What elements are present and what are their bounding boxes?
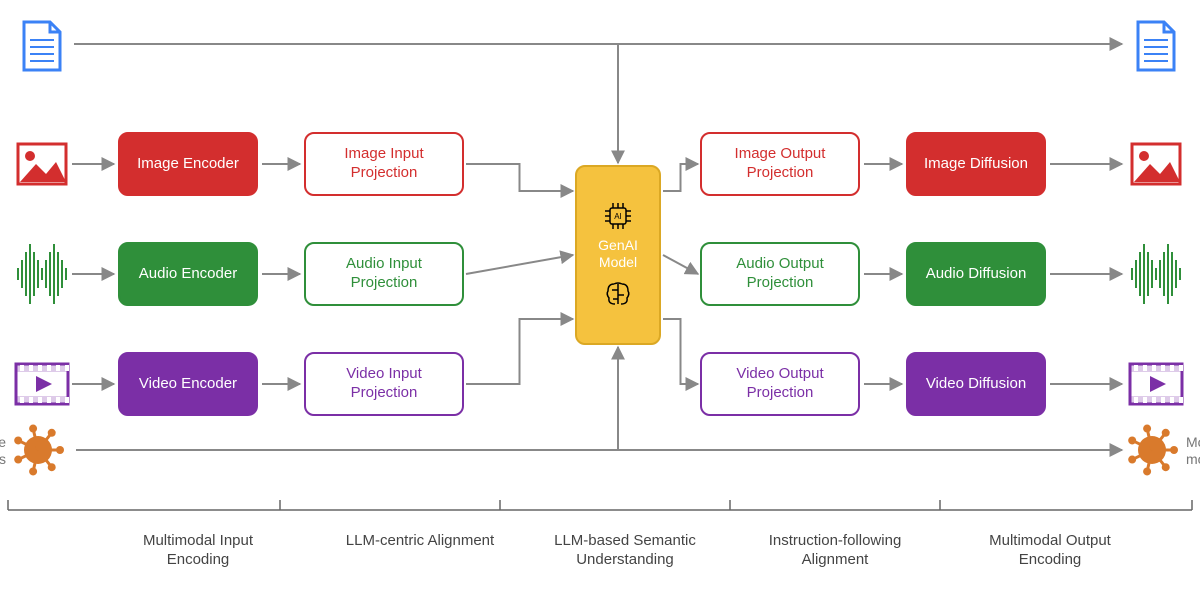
audio-waveform-icon [1132,244,1180,304]
stage-label-1: LLM-centric Alignment [340,532,500,551]
more-modalities-icon [1128,425,1178,476]
image-inproj-label: Image Input Projection [314,145,454,183]
image-icon [18,144,66,184]
image-icon [1132,144,1180,184]
video-inproj-label: Video Input Projection [314,365,454,403]
audio-outproj-label: Audio Output Projection [710,255,850,293]
audio-inproj-box: Audio Input Projection [304,242,464,306]
audio-diffusion-label: Audio Diffusion [926,265,1027,284]
image-diffusion-label: Image Diffusion [924,155,1028,174]
more-modalities-icon [14,425,64,476]
video-icon [1130,364,1183,404]
audio-encoder-label: Audio Encoder [139,265,237,284]
document-icon [1138,22,1174,70]
video-encoder-box: Video Encoder [118,352,258,416]
document-icon [24,22,60,70]
stage-label-4: Multimodal Output Encoding [960,532,1140,570]
more-modalities-right-label: More modalities [1186,434,1200,468]
brain-icon [602,278,634,310]
image-outproj-label: Image Output Projection [710,145,850,183]
video-diffusion-box: Video Diffusion [906,352,1046,416]
genai-model-box: AI GenAI Model [575,165,661,345]
video-inproj-box: Video Input Projection [304,352,464,416]
video-outproj-box: Video Output Projection [700,352,860,416]
svg-text:AI: AI [614,212,622,221]
video-icon [16,364,69,404]
image-outproj-box: Image Output Projection [700,132,860,196]
image-encoder-box: Image Encoder [118,132,258,196]
stage-label-2: LLM-based Semantic Understanding [530,532,720,570]
image-inproj-box: Image Input Projection [304,132,464,196]
audio-waveform-icon [18,244,66,304]
audio-outproj-box: Audio Output Projection [700,242,860,306]
audio-encoder-box: Audio Encoder [118,242,258,306]
image-diffusion-box: Image Diffusion [906,132,1046,196]
audio-diffusion-box: Audio Diffusion [906,242,1046,306]
video-encoder-label: Video Encoder [139,375,237,394]
ai-chip-icon: AI [603,201,633,231]
stage-label-0: Multimodal Input Encoding [118,532,278,570]
image-encoder-label: Image Encoder [137,155,239,174]
video-diffusion-label: Video Diffusion [926,375,1026,394]
video-outproj-label: Video Output Projection [710,365,850,403]
more-modalities-left-label: More modalities [0,434,6,468]
stage-label-3: Instruction-following Alignment [740,532,930,570]
genai-model-label: GenAI Model [585,237,651,272]
audio-inproj-label: Audio Input Projection [314,255,454,293]
